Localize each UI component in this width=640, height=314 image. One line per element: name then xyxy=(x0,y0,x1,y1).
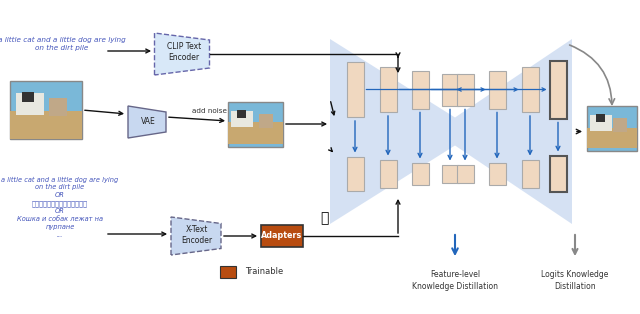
Text: CLIP Text
Encoder: CLIP Text Encoder xyxy=(167,41,201,62)
Bar xyxy=(231,111,253,127)
Bar xyxy=(442,73,458,106)
Text: add noise: add noise xyxy=(193,108,227,114)
Bar xyxy=(456,165,474,182)
Text: Adapters: Adapters xyxy=(261,231,303,241)
Text: 🔥: 🔥 xyxy=(320,211,328,225)
Bar xyxy=(587,106,637,151)
Bar xyxy=(346,156,364,191)
Polygon shape xyxy=(330,39,455,224)
Bar xyxy=(550,61,566,118)
Polygon shape xyxy=(455,39,572,224)
FancyArrowPatch shape xyxy=(570,45,614,104)
Text: Feature-level
Knowledge Distillation: Feature-level Knowledge Distillation xyxy=(412,270,498,291)
Text: Logits Knowledge
Distillation: Logits Knowledge Distillation xyxy=(541,270,609,291)
Bar xyxy=(237,110,246,118)
Polygon shape xyxy=(128,106,166,138)
Text: VAE: VAE xyxy=(141,117,156,127)
Text: a little cat and a little dog are lying
on the dirt pile
OR
一只小猫和一只小狗趣在地板上
OR
Ко: a little cat and a little dog are lying … xyxy=(1,176,118,238)
Bar xyxy=(587,128,637,148)
Bar xyxy=(522,160,538,187)
Text: a little cat and a little dog are lying
on the dirt pile: a little cat and a little dog are lying … xyxy=(0,37,126,51)
Bar xyxy=(380,67,397,112)
Bar xyxy=(259,114,273,128)
Bar xyxy=(228,102,283,147)
Text: X-Text
Encoder: X-Text Encoder xyxy=(181,225,212,246)
Bar xyxy=(595,114,605,122)
Bar xyxy=(488,71,506,109)
Bar xyxy=(550,155,566,192)
Bar xyxy=(522,67,538,112)
Bar xyxy=(16,93,44,115)
Bar xyxy=(22,92,34,102)
Text: Trainable: Trainable xyxy=(245,268,284,277)
Bar xyxy=(220,266,236,278)
Bar xyxy=(228,122,283,144)
Bar xyxy=(10,111,82,139)
Bar xyxy=(442,165,458,182)
Bar xyxy=(261,225,303,247)
Bar xyxy=(613,118,627,132)
Bar xyxy=(590,115,612,131)
Bar xyxy=(456,73,474,106)
Bar xyxy=(380,160,397,187)
Polygon shape xyxy=(154,33,209,75)
Bar xyxy=(346,62,364,117)
Polygon shape xyxy=(171,217,221,255)
Bar xyxy=(49,98,67,116)
Bar xyxy=(10,81,82,139)
Bar xyxy=(488,163,506,185)
Bar xyxy=(412,163,429,185)
Bar xyxy=(412,71,429,109)
